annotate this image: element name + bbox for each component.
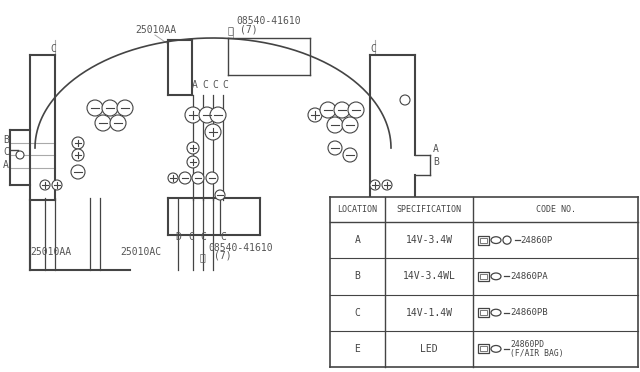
- Circle shape: [40, 180, 50, 190]
- Bar: [478, 308, 489, 317]
- Text: SPECIFICATION: SPECIFICATION: [397, 205, 461, 214]
- Text: 08540-41610: 08540-41610: [236, 16, 301, 26]
- Text: LED: LED: [420, 344, 438, 354]
- Circle shape: [343, 148, 357, 162]
- Text: CODE NO.: CODE NO.: [536, 205, 575, 214]
- Text: B: B: [433, 157, 439, 167]
- Bar: [480, 274, 487, 279]
- Bar: [330, 197, 638, 367]
- Circle shape: [71, 165, 85, 179]
- Circle shape: [179, 172, 191, 184]
- Text: E: E: [355, 344, 360, 354]
- Text: 24860PB: 24860PB: [510, 308, 548, 317]
- Text: 25010AC: 25010AC: [120, 247, 161, 257]
- Text: D: D: [175, 232, 181, 242]
- Circle shape: [342, 117, 358, 133]
- Text: (7): (7): [240, 24, 258, 34]
- Text: C: C: [50, 44, 56, 54]
- Circle shape: [382, 180, 392, 190]
- Text: 14V-3.4WL: 14V-3.4WL: [403, 272, 456, 281]
- Text: C: C: [202, 80, 208, 90]
- Text: 24860P: 24860P: [520, 235, 553, 245]
- Circle shape: [206, 172, 218, 184]
- Circle shape: [95, 115, 111, 131]
- Circle shape: [102, 100, 118, 116]
- Circle shape: [87, 100, 103, 116]
- Circle shape: [400, 95, 410, 105]
- Circle shape: [168, 173, 178, 183]
- Ellipse shape: [491, 309, 501, 316]
- Circle shape: [117, 100, 133, 116]
- Ellipse shape: [491, 346, 501, 352]
- Circle shape: [72, 137, 84, 149]
- Circle shape: [308, 108, 322, 122]
- Bar: [480, 310, 487, 315]
- Text: 25010AA: 25010AA: [30, 247, 71, 257]
- Circle shape: [72, 149, 84, 161]
- Text: A: A: [192, 80, 198, 90]
- Text: A: A: [433, 144, 439, 154]
- Circle shape: [210, 107, 226, 123]
- Text: B: B: [355, 272, 360, 281]
- Text: Ⓢ: Ⓢ: [228, 25, 234, 35]
- Text: C: C: [188, 232, 194, 242]
- Circle shape: [52, 180, 62, 190]
- Circle shape: [215, 190, 225, 200]
- Circle shape: [370, 180, 380, 190]
- Ellipse shape: [491, 273, 501, 280]
- Circle shape: [503, 236, 511, 244]
- Ellipse shape: [491, 237, 501, 244]
- Circle shape: [187, 142, 199, 154]
- Text: A: A: [355, 235, 360, 245]
- Text: 25010AA: 25010AA: [135, 25, 176, 35]
- Text: 25010AA: 25010AA: [355, 247, 396, 257]
- Circle shape: [16, 151, 24, 159]
- Bar: [480, 238, 487, 243]
- Text: 24860PA: 24860PA: [510, 272, 548, 281]
- Circle shape: [320, 102, 336, 118]
- Text: C: C: [3, 147, 9, 157]
- Circle shape: [348, 102, 364, 118]
- Circle shape: [199, 107, 215, 123]
- Text: C: C: [370, 44, 376, 54]
- Bar: [478, 235, 489, 245]
- Circle shape: [185, 107, 201, 123]
- Circle shape: [187, 156, 199, 168]
- Text: B: B: [3, 135, 9, 145]
- Text: 08540-41610: 08540-41610: [208, 243, 273, 253]
- Text: C: C: [200, 232, 206, 242]
- Text: C: C: [212, 80, 218, 90]
- Bar: [480, 346, 487, 352]
- Text: 14V-3.4W: 14V-3.4W: [406, 235, 452, 245]
- Circle shape: [110, 115, 126, 131]
- Circle shape: [192, 172, 204, 184]
- Text: 24860PD: 24860PD: [510, 340, 544, 349]
- Text: C: C: [220, 232, 226, 242]
- Bar: [478, 272, 489, 281]
- Circle shape: [327, 117, 343, 133]
- Text: 14V-1.4W: 14V-1.4W: [406, 308, 452, 318]
- Text: AP(8)10:38: AP(8)10:38: [510, 356, 560, 365]
- Bar: [478, 344, 489, 353]
- Text: LOCATION: LOCATION: [337, 205, 378, 214]
- Text: C: C: [355, 308, 360, 318]
- Circle shape: [328, 141, 342, 155]
- Text: (7): (7): [214, 251, 232, 261]
- Text: (F/AIR BAG): (F/AIR BAG): [510, 349, 564, 358]
- Text: Ⓢ: Ⓢ: [200, 252, 206, 262]
- Text: A: A: [3, 160, 9, 170]
- Text: C: C: [222, 80, 228, 90]
- Circle shape: [205, 124, 221, 140]
- Circle shape: [334, 102, 350, 118]
